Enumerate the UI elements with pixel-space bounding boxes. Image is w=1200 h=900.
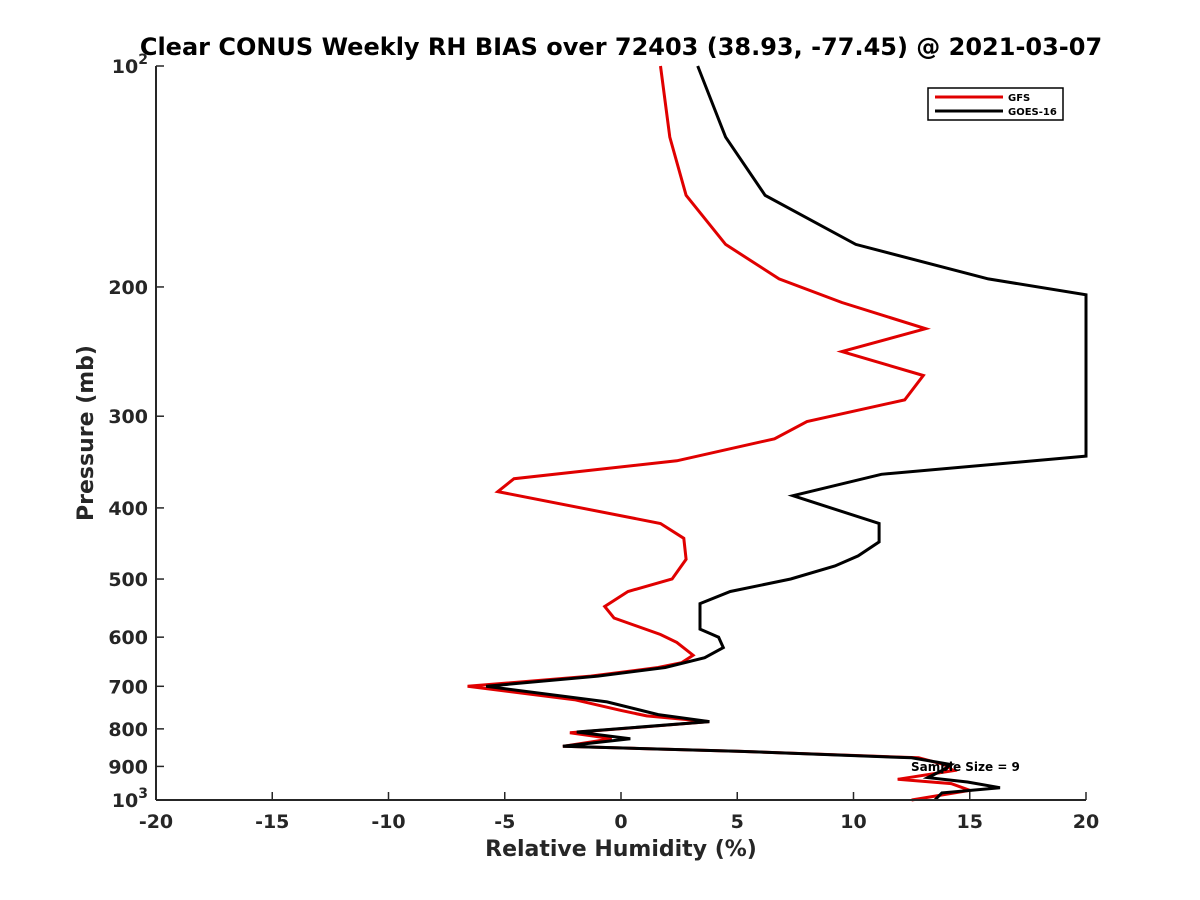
x-tick-label: -15 (255, 811, 289, 833)
y-axis-label: Pressure (mb) (74, 345, 99, 521)
x-tick-label: 0 (614, 811, 627, 833)
plot-area: -20 -15 -10 -5 0 5 10 15 20 102 200 300 400 500 600 70… (108, 52, 1099, 833)
x-tick-label: -20 (139, 811, 173, 833)
x-axis-label: Relative Humidity (%) (485, 837, 757, 862)
series-layer (467, 65, 1088, 802)
legend: GFS GOES-16 (927, 87, 1064, 121)
sample-size-annotation: Sample Size = 9 (911, 760, 1020, 774)
x-tick-label: -10 (371, 811, 405, 833)
x-tick-label: -5 (494, 811, 515, 833)
y-tick-label: 500 (108, 569, 148, 591)
legend-label-gfs: GFS (1008, 93, 1030, 104)
y-tick-label: 400 (108, 498, 148, 520)
y-tick-label: 300 (108, 406, 148, 428)
y-tick-label: 900 (108, 756, 148, 778)
chart-title: Clear CONUS Weekly RH BIAS over 72403 (3… (140, 33, 1102, 61)
x-tick-label: 10 (840, 811, 866, 833)
legend-label-goes: GOES-16 (1008, 107, 1057, 118)
x-tick-label: 20 (1073, 811, 1099, 833)
y-tick-label: 600 (108, 627, 148, 649)
x-tick-label: 15 (957, 811, 983, 833)
y-axis-ticks: 102 200 300 400 500 600 700 800 900 103 (108, 52, 164, 812)
y-tick-label: 800 (108, 719, 148, 741)
x-axis-ticks: -20 -15 -10 -5 0 5 10 15 20 (139, 792, 1099, 833)
legend-box (927, 87, 1064, 121)
plot-frame (156, 66, 1086, 800)
y-tick-label: 700 (108, 676, 148, 698)
y-tick-label: 102 (112, 52, 148, 78)
y-tick-label: 200 (108, 277, 148, 299)
y-tick-label: 103 (112, 786, 148, 812)
x-tick-label: 5 (731, 811, 744, 833)
series-line-goes16 (485, 65, 1088, 802)
